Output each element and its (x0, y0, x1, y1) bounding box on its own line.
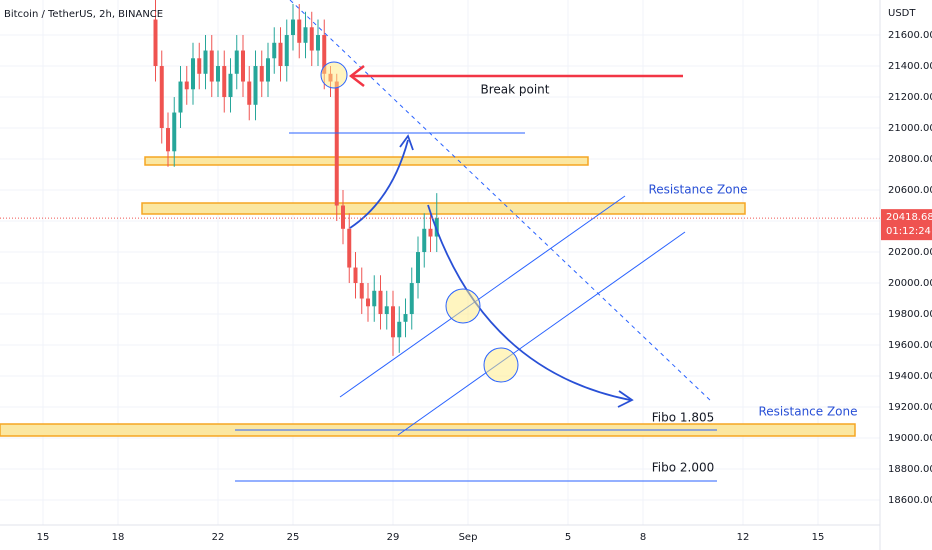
y-tick-label: 19800.00 (888, 309, 932, 320)
chart-title: Bitcoin / TetherUS, 2h, BINANCE (4, 9, 163, 20)
grid (0, 0, 880, 525)
x-tick-label: Sep (459, 532, 478, 543)
annotation: Break point (480, 83, 549, 97)
candle-body (353, 267, 358, 284)
candle-body (272, 42, 277, 59)
y-tick-label: 21000.00 (888, 123, 932, 134)
arrow-head (617, 390, 634, 408)
candle-body (259, 66, 264, 82)
candle-body (378, 290, 383, 315)
y-tick-label: 18800.00 (888, 464, 932, 475)
candle-body (216, 66, 220, 82)
candle-body (197, 58, 202, 74)
highlight (320, 61, 348, 89)
x-tick-label: 12 (737, 532, 750, 543)
x-tick-label: 25 (287, 532, 300, 543)
y-tick-label: 20200.00 (888, 247, 932, 258)
candle-body (184, 81, 189, 90)
candle-body (316, 35, 320, 51)
candle-body (347, 228, 352, 268)
candle-body (228, 73, 233, 98)
y-tick-label: 19000.00 (888, 433, 932, 444)
price-tag-countdown: 01:12:24 (886, 226, 931, 237)
x-tick-label: 29 (387, 532, 400, 543)
candle-body (422, 228, 427, 253)
candle-body (341, 205, 345, 229)
channel-line (339, 195, 626, 398)
arrow-head (348, 65, 365, 87)
candle-body (222, 66, 227, 98)
candle-body (291, 19, 295, 36)
candle-body (409, 283, 414, 315)
candle-body (203, 50, 208, 74)
candle-body (322, 35, 327, 74)
x-tick-label: 15 (37, 532, 50, 543)
candles (153, 0, 439, 356)
y-tick-label: 21600.00 (888, 30, 932, 41)
y-tick-label: 20000.00 (888, 278, 932, 289)
annotation: Fibo 1.805 (652, 411, 715, 425)
candle-body (278, 42, 283, 67)
channel-line (397, 231, 686, 436)
candle-body (178, 81, 183, 113)
drawings-top (235, 0, 717, 482)
candle-body (209, 50, 214, 82)
x-tick-label: 5 (565, 532, 571, 543)
arrow-path (349, 139, 409, 229)
x-tick-label: 18 (112, 532, 125, 543)
candle-body (372, 290, 377, 307)
candle-body (166, 128, 170, 152)
candle-body (266, 58, 270, 82)
arrow-head (399, 134, 414, 151)
y-tick-label: 19200.00 (888, 402, 932, 413)
candle-body (159, 66, 164, 129)
candle-body (284, 35, 289, 67)
arrow-path (427, 204, 631, 401)
candle-body (428, 228, 433, 237)
highlight (483, 347, 519, 383)
x-tick-label: 15 (812, 532, 825, 543)
candle-body (234, 50, 239, 74)
price-tag (881, 209, 932, 241)
candle-body (359, 283, 364, 299)
x-tick-label: 8 (640, 532, 646, 543)
candle-body (309, 27, 314, 51)
annotation: Resistance Zone (648, 183, 747, 197)
annotation: Fibo 2.000 (652, 461, 715, 475)
x-tick-label: 22 (212, 532, 225, 543)
candle-body (403, 314, 408, 322)
candle-body (303, 27, 308, 43)
highlight (445, 288, 481, 324)
zone (144, 156, 589, 166)
y-tick-label: 20800.00 (888, 154, 932, 165)
candle-body (191, 58, 195, 90)
y-tick-label: 19400.00 (888, 371, 932, 382)
candle-body (384, 306, 389, 315)
y-tick-label: 21400.00 (888, 61, 932, 72)
price-tag-value: 20418.68 (886, 212, 932, 223)
candle-body (416, 252, 420, 284)
candle-body (391, 306, 395, 338)
candle-body (366, 298, 370, 307)
candle-body (253, 66, 258, 105)
y-tick-label: 18600.00 (888, 495, 932, 506)
drawings (0, 156, 856, 437)
annotation: Resistance Zone (758, 405, 857, 419)
zone (141, 202, 746, 215)
candle-body (334, 81, 339, 206)
candle-body (153, 19, 158, 67)
candle-body (172, 112, 177, 152)
candle-body (241, 50, 245, 82)
y-tick-label: 21200.00 (888, 92, 932, 103)
trend-line (289, 0, 713, 403)
y-axis-label: USDT (888, 8, 916, 19)
candle-body (434, 218, 439, 237)
candle-body (397, 321, 402, 338)
candle-body (247, 81, 252, 105)
y-tick-label: 19600.00 (888, 340, 932, 351)
candle-body (297, 19, 302, 43)
y-tick-label: 20600.00 (888, 185, 932, 196)
